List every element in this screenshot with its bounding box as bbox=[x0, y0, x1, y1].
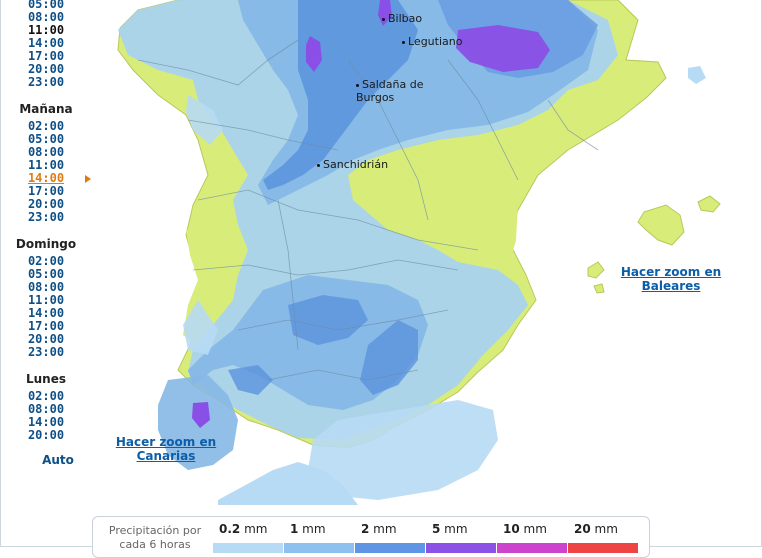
precipitation-map[interactable] bbox=[98, 0, 738, 505]
time-option[interactable]: 20:00 bbox=[27, 62, 65, 76]
time-option[interactable]: 14:00 bbox=[27, 306, 65, 320]
time-option[interactable]: 02:00 bbox=[27, 254, 65, 268]
time-option[interactable]: 02:00 bbox=[27, 119, 65, 133]
city-bilbao: Bilbao bbox=[382, 12, 422, 25]
precip-area-sea-5mm bbox=[192, 402, 210, 428]
selected-time-arrow-icon bbox=[85, 175, 91, 183]
ne-sea-island bbox=[688, 66, 706, 84]
day-label-domingo: Domingo bbox=[15, 237, 77, 251]
legend-item: 0.2 mm bbox=[213, 522, 283, 553]
legend-item-label: 0.2 mm bbox=[219, 522, 268, 536]
city-sanchidrian: Sanchidrián bbox=[317, 158, 388, 171]
city-marker-icon bbox=[402, 40, 405, 44]
precip-area-sea-west bbox=[183, 300, 218, 355]
precip-area-5mm-1 bbox=[306, 36, 322, 72]
menorca-island bbox=[697, 195, 721, 213]
precip-area-2mm-southwest bbox=[228, 365, 273, 395]
legend-color-swatch bbox=[355, 543, 425, 553]
auto-play-link[interactable]: Auto bbox=[42, 453, 74, 467]
legend-color-swatch bbox=[426, 543, 496, 553]
precip-area-sea-med bbox=[308, 400, 498, 500]
time-option[interactable]: 14:00 bbox=[27, 415, 65, 429]
legend-color-swatch bbox=[284, 543, 354, 553]
africa-coast bbox=[218, 462, 358, 505]
ibiza-island bbox=[587, 261, 605, 279]
time-option[interactable]: 02:00 bbox=[27, 389, 65, 403]
time-option[interactable]: 20:00 bbox=[27, 428, 65, 442]
day-label-lunes: Lunes bbox=[25, 372, 66, 386]
legend-item: 1 mm bbox=[284, 522, 354, 553]
time-option[interactable]: 11:00 bbox=[27, 158, 65, 172]
day-label-manana: Mañana bbox=[19, 102, 73, 116]
formentera-island bbox=[593, 283, 605, 294]
city-marker-icon bbox=[356, 83, 359, 87]
legend-item: 5 mm bbox=[426, 522, 496, 553]
time-option[interactable]: 17:00 bbox=[27, 184, 65, 198]
legend-item: 2 mm bbox=[355, 522, 425, 553]
precip-area-5mm-3 bbox=[378, 0, 392, 26]
city-marker-icon bbox=[317, 163, 320, 167]
city-name: Saldaña de Burgos bbox=[356, 78, 424, 104]
precip-area-5mm-2 bbox=[456, 25, 550, 72]
time-option[interactable]: 05:00 bbox=[27, 0, 65, 11]
region-borders bbox=[137, 39, 599, 381]
legend-color-swatch bbox=[568, 543, 638, 553]
east-dry-area bbox=[358, 160, 518, 270]
precipitation-legend: Precipitación por cada 6 horas 0.2 mm 1 m… bbox=[92, 516, 650, 558]
legend-item-label: 5 mm bbox=[432, 522, 468, 536]
precip-area-sea-north-west bbox=[186, 95, 223, 145]
zoom-canarias-link[interactable]: Hacer zoom en Canarias bbox=[115, 435, 217, 463]
time-option[interactable]: 14:00 bbox=[27, 36, 65, 50]
city-name: Sanchidrián bbox=[323, 158, 389, 171]
city-name: Legutiano bbox=[408, 35, 463, 48]
legend-item-label: 10 mm bbox=[503, 522, 547, 536]
time-option[interactable]: 20:00 bbox=[27, 197, 65, 211]
legend-color-swatch bbox=[213, 543, 283, 553]
time-option[interactable]: 23:00 bbox=[27, 345, 65, 359]
precip-area-2mm-south-2 bbox=[360, 320, 418, 395]
time-option[interactable]: 23:00 bbox=[27, 210, 65, 224]
city-legutiano: Legutiano bbox=[402, 35, 462, 48]
precip-area-2mm-south-1 bbox=[288, 295, 368, 345]
legend-item-label: 20 mm bbox=[574, 522, 618, 536]
time-option[interactable]: 05:00 bbox=[27, 267, 65, 281]
time-option[interactable]: 23:00 bbox=[27, 75, 65, 89]
legend-color-swatch bbox=[497, 543, 567, 553]
legend-item-label: 1 mm bbox=[290, 522, 326, 536]
time-option[interactable]: 17:00 bbox=[27, 319, 65, 333]
legend-item: 20 mm bbox=[568, 522, 638, 553]
time-option-selected[interactable]: 14:00 bbox=[27, 171, 65, 185]
mallorca-island bbox=[637, 204, 685, 246]
legend-item: 10 mm bbox=[497, 522, 567, 553]
time-option[interactable]: 08:00 bbox=[27, 402, 65, 416]
zoom-baleares-link[interactable]: Hacer zoom en Baleares bbox=[620, 265, 722, 293]
legend-item-label: 2 mm bbox=[361, 522, 397, 536]
time-option[interactable]: 08:00 bbox=[27, 145, 65, 159]
time-option[interactable]: 17:00 bbox=[27, 49, 65, 63]
time-option[interactable]: 08:00 bbox=[27, 280, 65, 294]
time-selector: Mañana Domingo Lunes 05:00 08:00 11:00 14:0… bbox=[0, 0, 98, 548]
city-saldana-de-burgos: Saldaña de Burgos bbox=[356, 78, 436, 104]
time-option[interactable]: 11:00 bbox=[27, 23, 65, 37]
city-name: Bilbao bbox=[388, 12, 423, 25]
time-option[interactable]: 11:00 bbox=[27, 293, 65, 307]
time-option[interactable]: 20:00 bbox=[27, 332, 65, 346]
time-option[interactable]: 05:00 bbox=[27, 132, 65, 146]
city-marker-icon bbox=[382, 17, 385, 21]
time-option[interactable]: 08:00 bbox=[27, 10, 65, 24]
